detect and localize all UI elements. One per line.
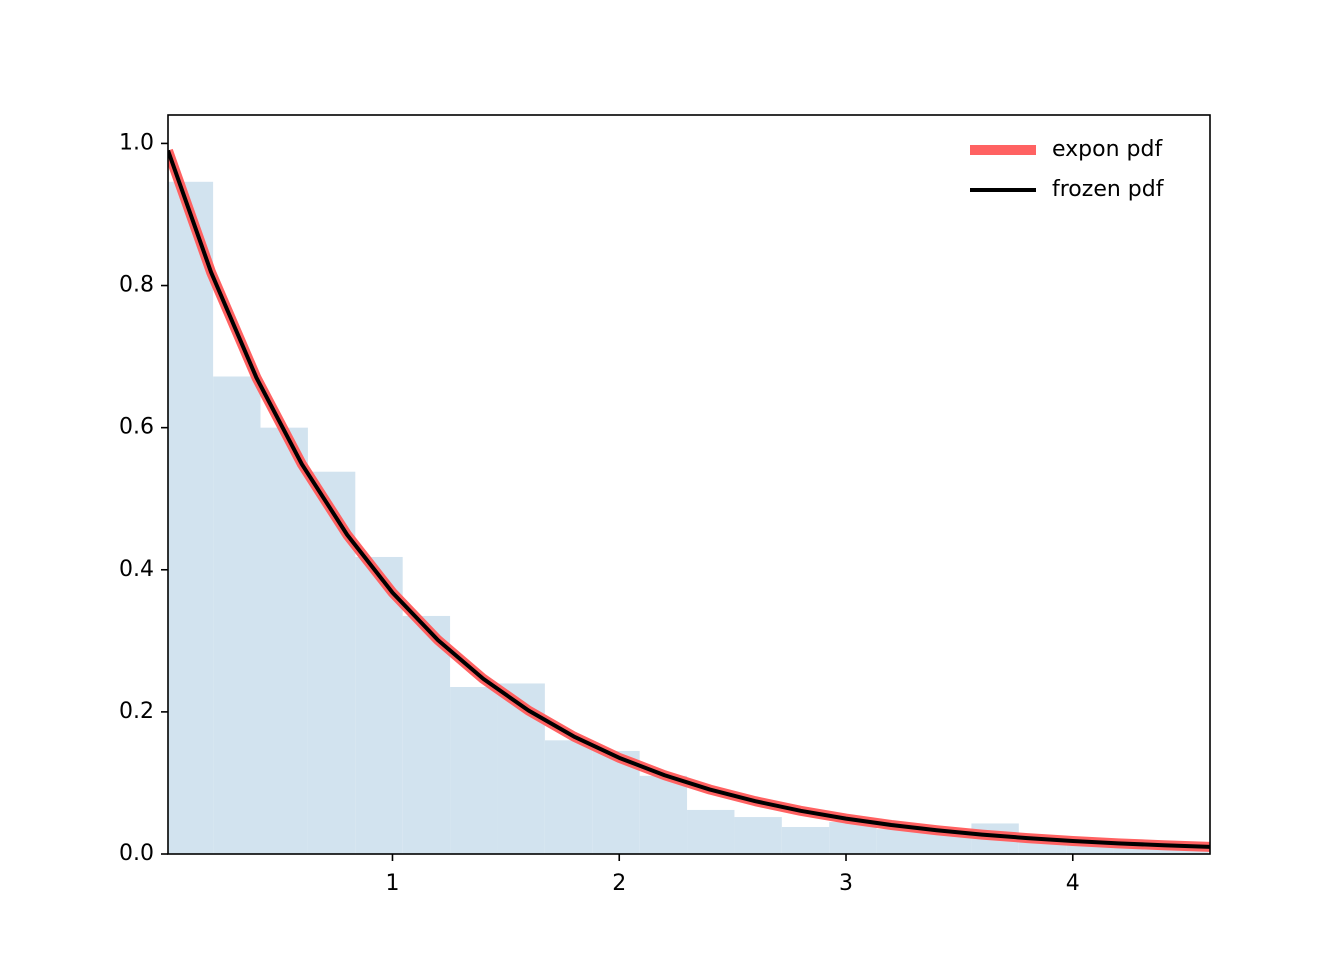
y-tick-label: 0.2 <box>119 699 154 724</box>
y-tick-label: 1.0 <box>119 130 154 155</box>
histogram-bar <box>639 775 688 854</box>
axes-frame <box>167 114 1211 855</box>
plot-area <box>168 148 1210 854</box>
y-tick-label: 0.0 <box>119 841 154 866</box>
histogram-bar <box>260 427 308 854</box>
histogram-bar <box>213 376 261 854</box>
histogram-bar <box>781 826 830 854</box>
histogram-bar <box>687 809 735 854</box>
histogram-bar <box>355 556 403 854</box>
histogram-bar <box>924 832 972 854</box>
x-tick-label: 2 <box>612 871 626 896</box>
legend-label: frozen pdf <box>1052 177 1165 202</box>
y-tick-label: 0.8 <box>119 273 154 298</box>
y-tick-label: 0.6 <box>119 415 154 440</box>
x-tick-label: 3 <box>839 871 853 896</box>
y-tick-label: 0.4 <box>119 557 154 582</box>
histogram-bar <box>450 687 498 854</box>
x-tick-label: 4 <box>1066 871 1080 896</box>
histogram-bar <box>1160 848 1209 854</box>
legend-label: expon pdf <box>1052 137 1163 162</box>
histogram-bar <box>168 181 214 854</box>
histogram-bar <box>734 817 782 854</box>
histogram-bar <box>592 750 640 854</box>
histogram-bar <box>544 740 593 854</box>
x-tick-label: 1 <box>385 871 399 896</box>
histogram-bar <box>876 829 925 854</box>
pdf-line <box>168 149 1210 849</box>
histogram-bar <box>1066 843 1114 854</box>
histogram-bar <box>1113 845 1161 854</box>
histogram-bar <box>402 615 451 854</box>
histogram-bar <box>829 822 877 854</box>
